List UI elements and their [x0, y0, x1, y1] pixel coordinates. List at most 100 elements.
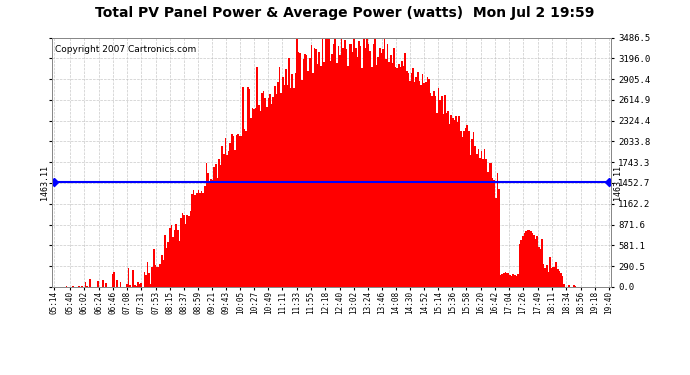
Bar [552, 267, 554, 287]
Bar [152, 267, 153, 287]
Bar [426, 77, 428, 287]
Bar [515, 276, 518, 287]
Bar [452, 118, 454, 287]
Bar [353, 38, 355, 287]
Bar [286, 85, 288, 287]
Text: 1463.11: 1463.11 [613, 165, 622, 200]
Bar [500, 274, 502, 287]
Bar [220, 165, 221, 287]
Bar [568, 285, 570, 287]
Bar [132, 270, 134, 287]
Bar [233, 136, 234, 287]
Bar [530, 231, 531, 287]
Bar [298, 52, 299, 287]
Bar [540, 249, 541, 287]
Bar [514, 274, 515, 287]
Bar [477, 149, 479, 287]
Bar [348, 44, 351, 287]
Bar [81, 286, 83, 287]
Bar [420, 86, 422, 287]
Bar [554, 267, 555, 287]
Bar [520, 240, 522, 287]
Bar [255, 108, 257, 287]
Bar [191, 194, 193, 287]
Bar [363, 38, 364, 287]
Bar [417, 72, 419, 287]
Bar [460, 130, 462, 287]
Bar [490, 163, 492, 287]
Bar [336, 63, 337, 287]
Bar [177, 230, 179, 287]
Bar [404, 53, 406, 287]
Bar [524, 233, 525, 287]
Bar [170, 225, 172, 287]
Bar [320, 66, 322, 287]
Bar [102, 280, 103, 287]
Text: Copyright 2007 Cartronics.com: Copyright 2007 Cartronics.com [55, 45, 196, 54]
Bar [473, 132, 474, 287]
Bar [373, 44, 374, 287]
Bar [144, 272, 145, 287]
Bar [172, 237, 174, 287]
Bar [242, 87, 244, 287]
Bar [504, 272, 506, 287]
Bar [212, 180, 213, 287]
Bar [428, 79, 430, 287]
Bar [129, 285, 131, 287]
Bar [323, 62, 325, 287]
Bar [317, 64, 319, 287]
Bar [210, 179, 212, 287]
Bar [492, 178, 493, 287]
Bar [229, 143, 231, 287]
Bar [128, 268, 129, 287]
Bar [351, 44, 352, 287]
Bar [543, 264, 544, 287]
Bar [562, 276, 564, 287]
Bar [78, 286, 80, 287]
Bar [529, 230, 530, 287]
Bar [237, 134, 239, 287]
Bar [196, 193, 197, 287]
Bar [223, 154, 225, 287]
Bar [398, 64, 400, 287]
Bar [425, 82, 426, 287]
Bar [207, 172, 209, 287]
Bar [246, 131, 247, 287]
Bar [302, 59, 304, 287]
Bar [474, 146, 476, 287]
Bar [560, 273, 562, 287]
Bar [309, 58, 310, 287]
Bar [257, 67, 258, 287]
Bar [208, 180, 210, 287]
Bar [168, 242, 169, 287]
Bar [444, 95, 446, 287]
Bar [368, 44, 369, 287]
Bar [90, 279, 91, 287]
Bar [156, 267, 158, 287]
Bar [547, 272, 549, 287]
Bar [181, 213, 184, 287]
Bar [557, 269, 559, 287]
Bar [458, 116, 460, 287]
Bar [159, 264, 161, 287]
Bar [493, 180, 495, 287]
Bar [392, 63, 393, 287]
Bar [180, 217, 181, 287]
Bar [140, 283, 142, 287]
Bar [234, 150, 236, 287]
Bar [387, 44, 388, 287]
Bar [437, 88, 440, 287]
Bar [538, 248, 540, 287]
Bar [481, 151, 482, 287]
Bar [184, 214, 185, 287]
Bar [379, 48, 380, 287]
Bar [326, 38, 328, 287]
Bar [190, 211, 191, 287]
Bar [231, 135, 233, 287]
Bar [206, 163, 207, 287]
Bar [482, 159, 484, 287]
Bar [525, 231, 527, 287]
Bar [385, 59, 387, 287]
Bar [430, 93, 431, 287]
Bar [188, 216, 190, 287]
